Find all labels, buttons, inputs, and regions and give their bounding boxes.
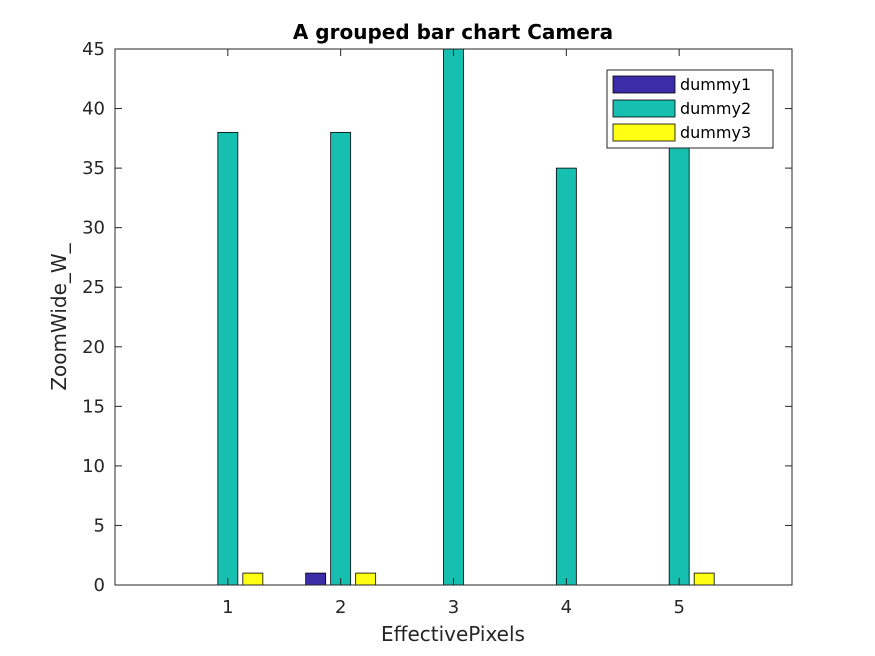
y-tick-label: 10 <box>82 456 105 477</box>
x-axis-label: EffectivePixels <box>381 622 525 646</box>
bar-dummy2-1 <box>217 131 239 586</box>
bar-dummy2-3 <box>443 48 464 586</box>
y-axis-label: ZoomWide_W_ <box>47 242 71 390</box>
x-tick-label: 5 <box>673 597 684 618</box>
legend-label-dummy1: dummy1 <box>680 75 751 94</box>
y-tick-label: 40 <box>82 99 105 120</box>
y-tick-label: 45 <box>82 39 105 60</box>
legend: dummy1 dummy2 dummy3 <box>606 69 774 149</box>
legend-label-dummy2: dummy2 <box>680 99 751 118</box>
bar-dummy3-2 <box>355 572 377 586</box>
bar-dummy3-1 <box>242 572 264 586</box>
legend-swatch-dummy3 <box>612 123 676 142</box>
x-tick-label: 1 <box>222 597 233 618</box>
y-tick-label: 30 <box>82 218 105 239</box>
bar-dummy2-2 <box>330 131 352 586</box>
x-axis: 1 2 3 4 5 <box>222 49 685 618</box>
bar-dummy2-4 <box>555 167 577 586</box>
x-tick-label: 3 <box>448 597 459 618</box>
chart-title: A grouped bar chart Camera <box>293 20 613 44</box>
legend-label-dummy3: dummy3 <box>680 123 751 142</box>
legend-swatch-dummy2 <box>612 99 676 118</box>
x-tick-label: 4 <box>561 597 572 618</box>
y-tick-label: 25 <box>82 277 105 298</box>
legend-swatch-dummy1 <box>612 75 676 94</box>
x-tick-label: 2 <box>335 597 346 618</box>
y-tick-label: 0 <box>94 575 105 596</box>
y-axis: 0 5 10 15 20 25 30 35 40 45 <box>82 39 792 596</box>
bar-dummy3-5 <box>693 572 715 586</box>
bar-dummy2-5 <box>668 131 690 586</box>
y-tick-label: 20 <box>82 337 105 358</box>
y-tick-label: 35 <box>82 158 105 179</box>
bar-dummy1-2 <box>305 572 327 586</box>
y-tick-label: 15 <box>82 396 105 417</box>
y-tick-label: 5 <box>94 515 105 536</box>
